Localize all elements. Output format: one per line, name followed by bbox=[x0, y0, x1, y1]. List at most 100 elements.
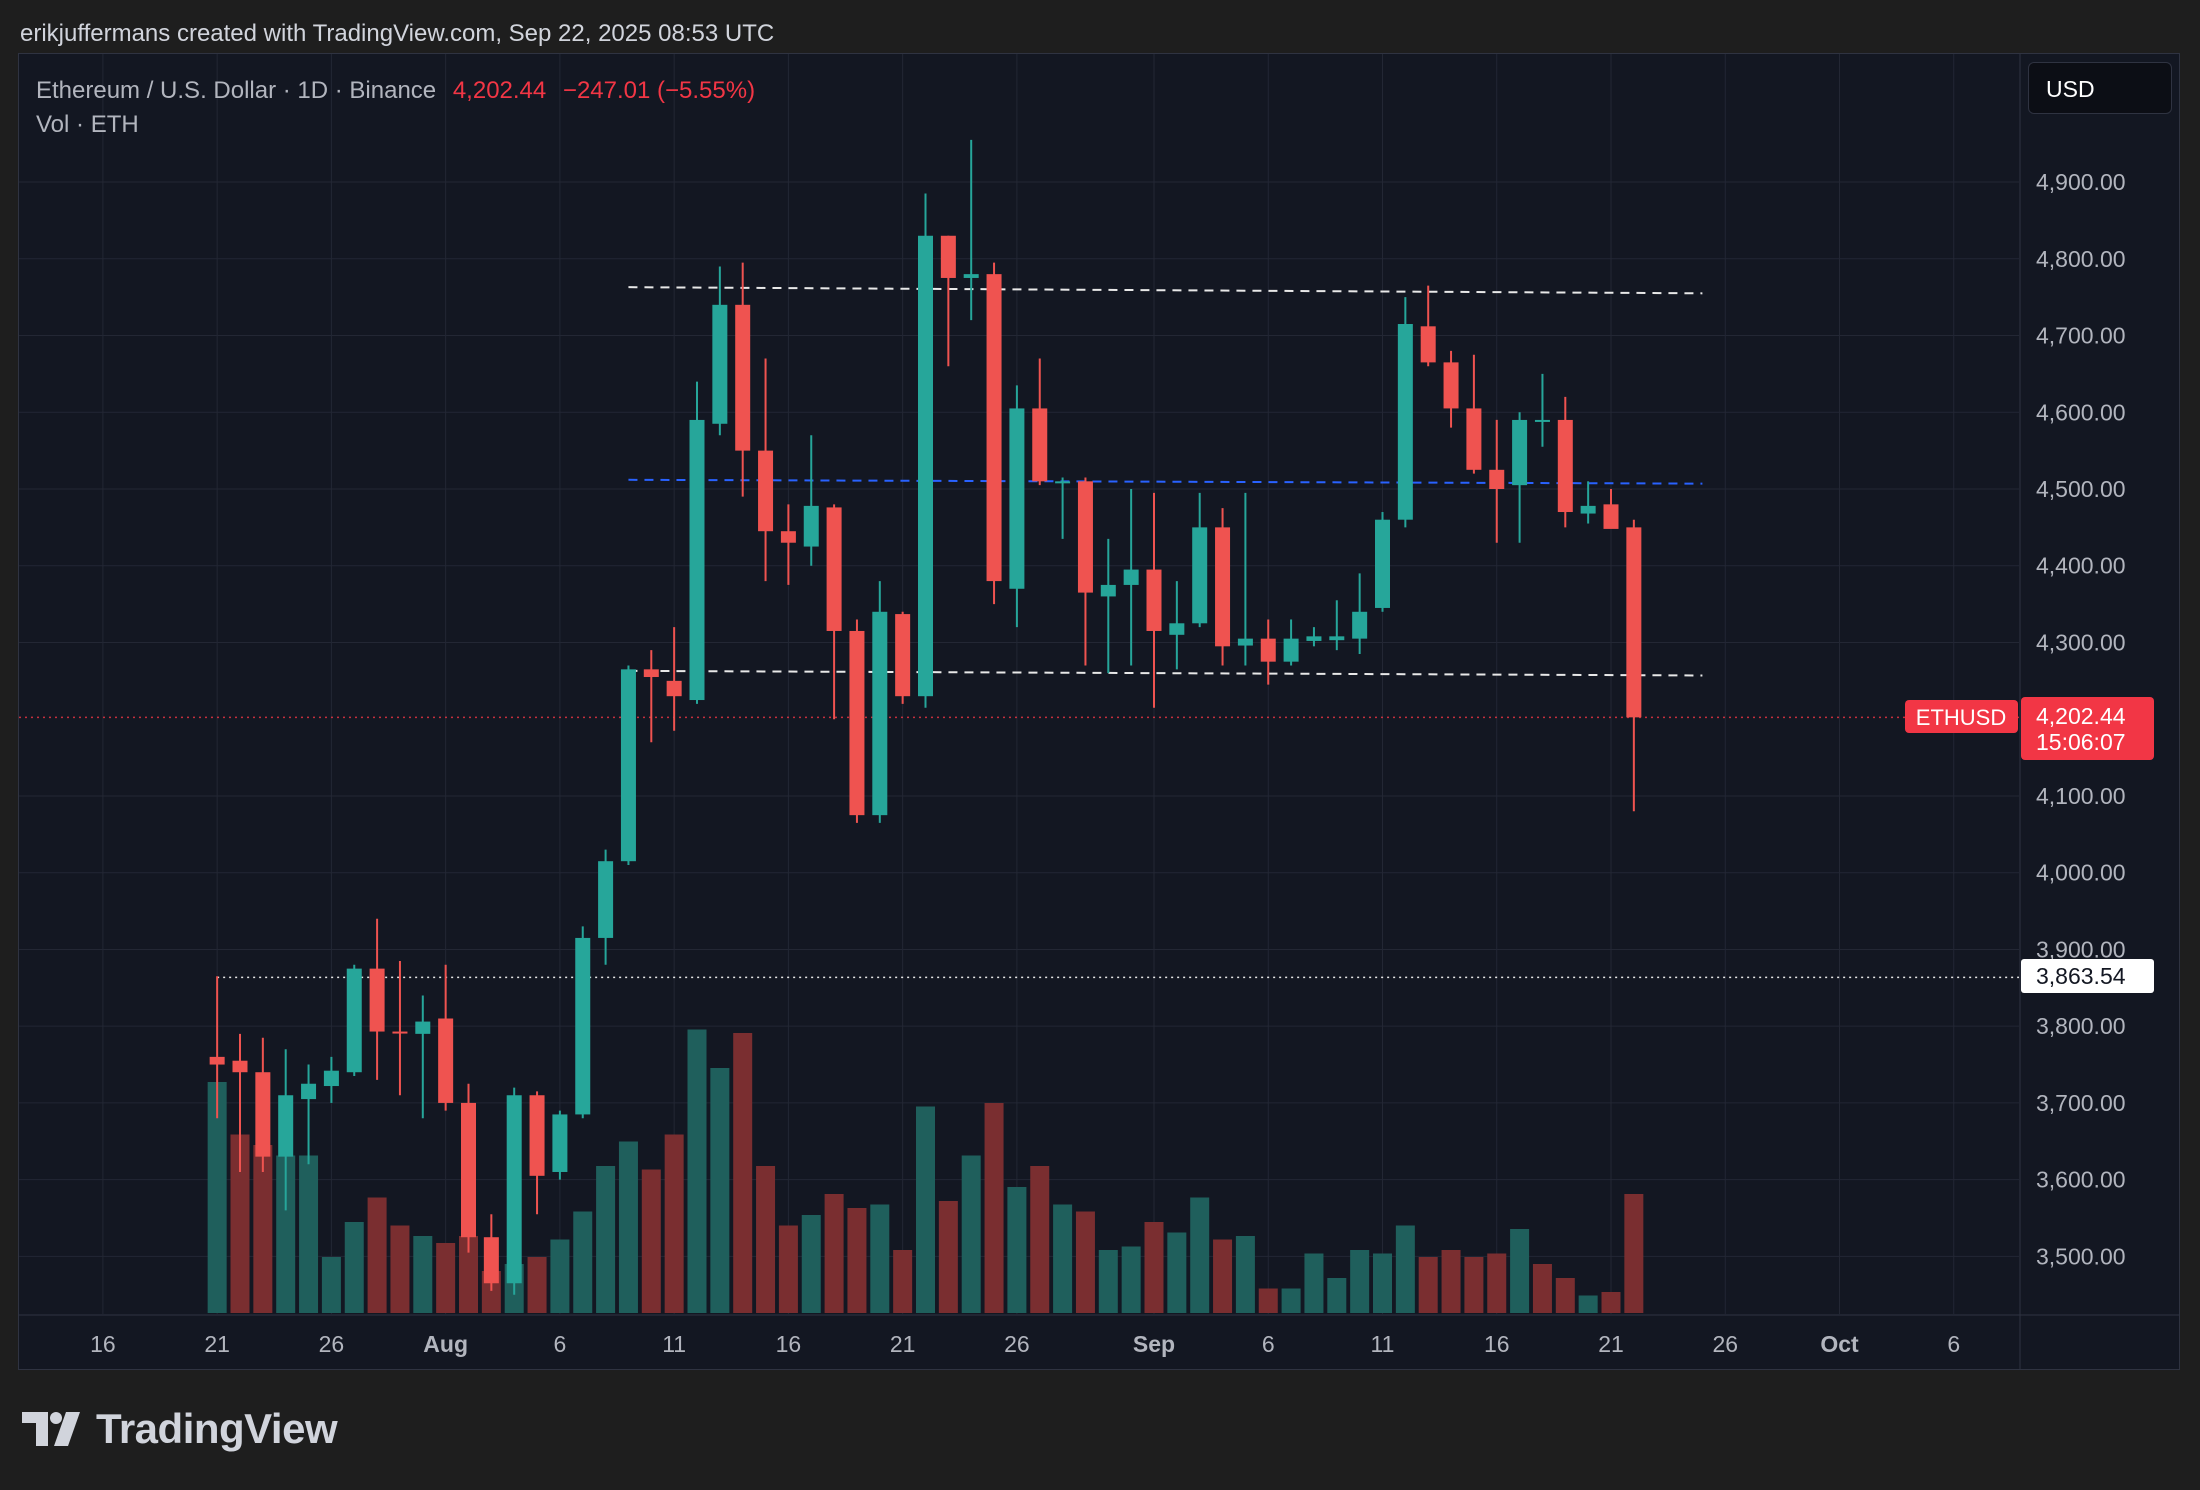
candle bbox=[1009, 385, 1025, 628]
volume-bar bbox=[984, 1103, 1004, 1313]
candle bbox=[780, 504, 796, 585]
candle bbox=[529, 1091, 545, 1215]
candle-body bbox=[872, 611, 888, 816]
volume-bar bbox=[1578, 1295, 1598, 1313]
candle-body bbox=[278, 1095, 294, 1157]
time-axis-label: 16 bbox=[90, 1331, 116, 1357]
candle-body bbox=[1032, 408, 1048, 482]
candle-body bbox=[963, 274, 979, 278]
candle bbox=[1420, 285, 1436, 367]
volume-bar bbox=[641, 1169, 661, 1313]
candle bbox=[1283, 619, 1299, 666]
volume-bar bbox=[687, 1029, 707, 1313]
time-axis-label: 26 bbox=[1712, 1331, 1738, 1357]
price-axis-label: 3,900.00 bbox=[2036, 936, 2126, 962]
volume-bar bbox=[1487, 1253, 1507, 1313]
price-axis-label: 4,900.00 bbox=[2036, 169, 2126, 195]
price-axis-label: 4,000.00 bbox=[2036, 860, 2126, 886]
candle-body bbox=[1100, 584, 1116, 597]
trend-line-upper-range bbox=[628, 286, 1703, 295]
candle-body bbox=[369, 968, 385, 1032]
candle-body bbox=[643, 669, 659, 678]
candle-body bbox=[1123, 569, 1139, 585]
candle bbox=[1397, 297, 1413, 528]
price-axis-label: 4,100.00 bbox=[2036, 783, 2126, 809]
candle-body bbox=[689, 419, 705, 701]
candle bbox=[598, 849, 614, 965]
volume-bar bbox=[1098, 1250, 1118, 1313]
candle bbox=[803, 435, 819, 566]
volume-bar bbox=[321, 1257, 341, 1313]
level-price-badge: 3,863.54 bbox=[2021, 959, 2154, 993]
time-axis-label: 11 bbox=[662, 1331, 686, 1357]
candle-body bbox=[758, 450, 774, 532]
candle-body bbox=[323, 1070, 339, 1087]
last-price-text: 4,202.44 bbox=[2036, 703, 2126, 729]
legend-symbol[interactable]: Ethereum / U.S. Dollar · 1D · Binance bbox=[36, 77, 437, 104]
candle bbox=[643, 650, 659, 743]
volume-bar bbox=[961, 1155, 981, 1313]
candle bbox=[1032, 358, 1048, 486]
candle bbox=[1375, 512, 1390, 612]
legend-volume[interactable]: Vol · ETH bbox=[36, 111, 139, 138]
price-axis-label: 4,300.00 bbox=[2036, 629, 2126, 655]
volume-bar bbox=[299, 1155, 319, 1313]
candle bbox=[986, 262, 1002, 605]
chart-legend[interactable]: Ethereum / U.S. Dollar · 1D · Binance 4,… bbox=[36, 74, 755, 142]
time-axis-label: 21 bbox=[890, 1331, 916, 1357]
candle-body bbox=[1306, 636, 1322, 641]
volume-bar bbox=[1441, 1250, 1461, 1313]
price-axis-label: 3,800.00 bbox=[2036, 1013, 2126, 1039]
time-axis-label: Aug bbox=[423, 1331, 468, 1357]
candle-body bbox=[438, 1018, 454, 1103]
time-axis-label: 21 bbox=[204, 1331, 230, 1357]
volume-bar bbox=[276, 1155, 296, 1313]
tradingview-logo[interactable]: TradingView bbox=[22, 1404, 338, 1454]
candle-body bbox=[506, 1095, 522, 1284]
volume-bar bbox=[1030, 1166, 1050, 1313]
candle bbox=[552, 1110, 568, 1180]
volume-bar bbox=[367, 1197, 387, 1313]
candle-body bbox=[1534, 419, 1550, 422]
candle bbox=[1260, 619, 1276, 685]
candle-body bbox=[529, 1095, 545, 1176]
candle-body bbox=[1512, 419, 1528, 486]
candle-body bbox=[552, 1114, 568, 1172]
volume-bar bbox=[596, 1166, 616, 1313]
candle bbox=[1215, 508, 1231, 666]
currency-button[interactable]: USD bbox=[2028, 62, 2172, 114]
time-axis-label: 6 bbox=[554, 1331, 567, 1357]
symbol-tag-badge: ETHUSD bbox=[1905, 700, 2018, 733]
chart-frame[interactable] bbox=[18, 53, 2180, 1370]
price-axis-label: 4,700.00 bbox=[2036, 323, 2126, 349]
volume-bar bbox=[893, 1250, 913, 1313]
volume-bar bbox=[1121, 1246, 1141, 1313]
candle bbox=[872, 581, 888, 823]
candle-body bbox=[918, 235, 933, 697]
volume-bar bbox=[1167, 1232, 1187, 1313]
price-axis-label: 4,600.00 bbox=[2036, 399, 2126, 425]
candle bbox=[255, 1037, 271, 1172]
candle-body bbox=[803, 505, 819, 547]
candle-body bbox=[1557, 419, 1573, 513]
candle bbox=[963, 139, 979, 321]
candle bbox=[1466, 354, 1482, 474]
candle-body bbox=[986, 274, 1002, 582]
candle bbox=[278, 1049, 294, 1211]
candle-body bbox=[1077, 481, 1093, 593]
volume-bar bbox=[1190, 1197, 1210, 1313]
candle-layer bbox=[209, 139, 1642, 1295]
candle bbox=[346, 964, 362, 1077]
chart-attribution: erikjuffermans created with TradingView.… bbox=[20, 20, 775, 47]
volume-bar bbox=[756, 1166, 776, 1313]
candle-body bbox=[598, 861, 614, 938]
candle-body bbox=[1146, 569, 1162, 631]
candle bbox=[1329, 600, 1345, 651]
candle-body bbox=[1237, 638, 1253, 646]
volume-bar bbox=[801, 1215, 821, 1313]
candle bbox=[483, 1214, 499, 1291]
volume-bar bbox=[390, 1225, 410, 1313]
candle bbox=[506, 1087, 522, 1295]
candle bbox=[940, 235, 956, 367]
